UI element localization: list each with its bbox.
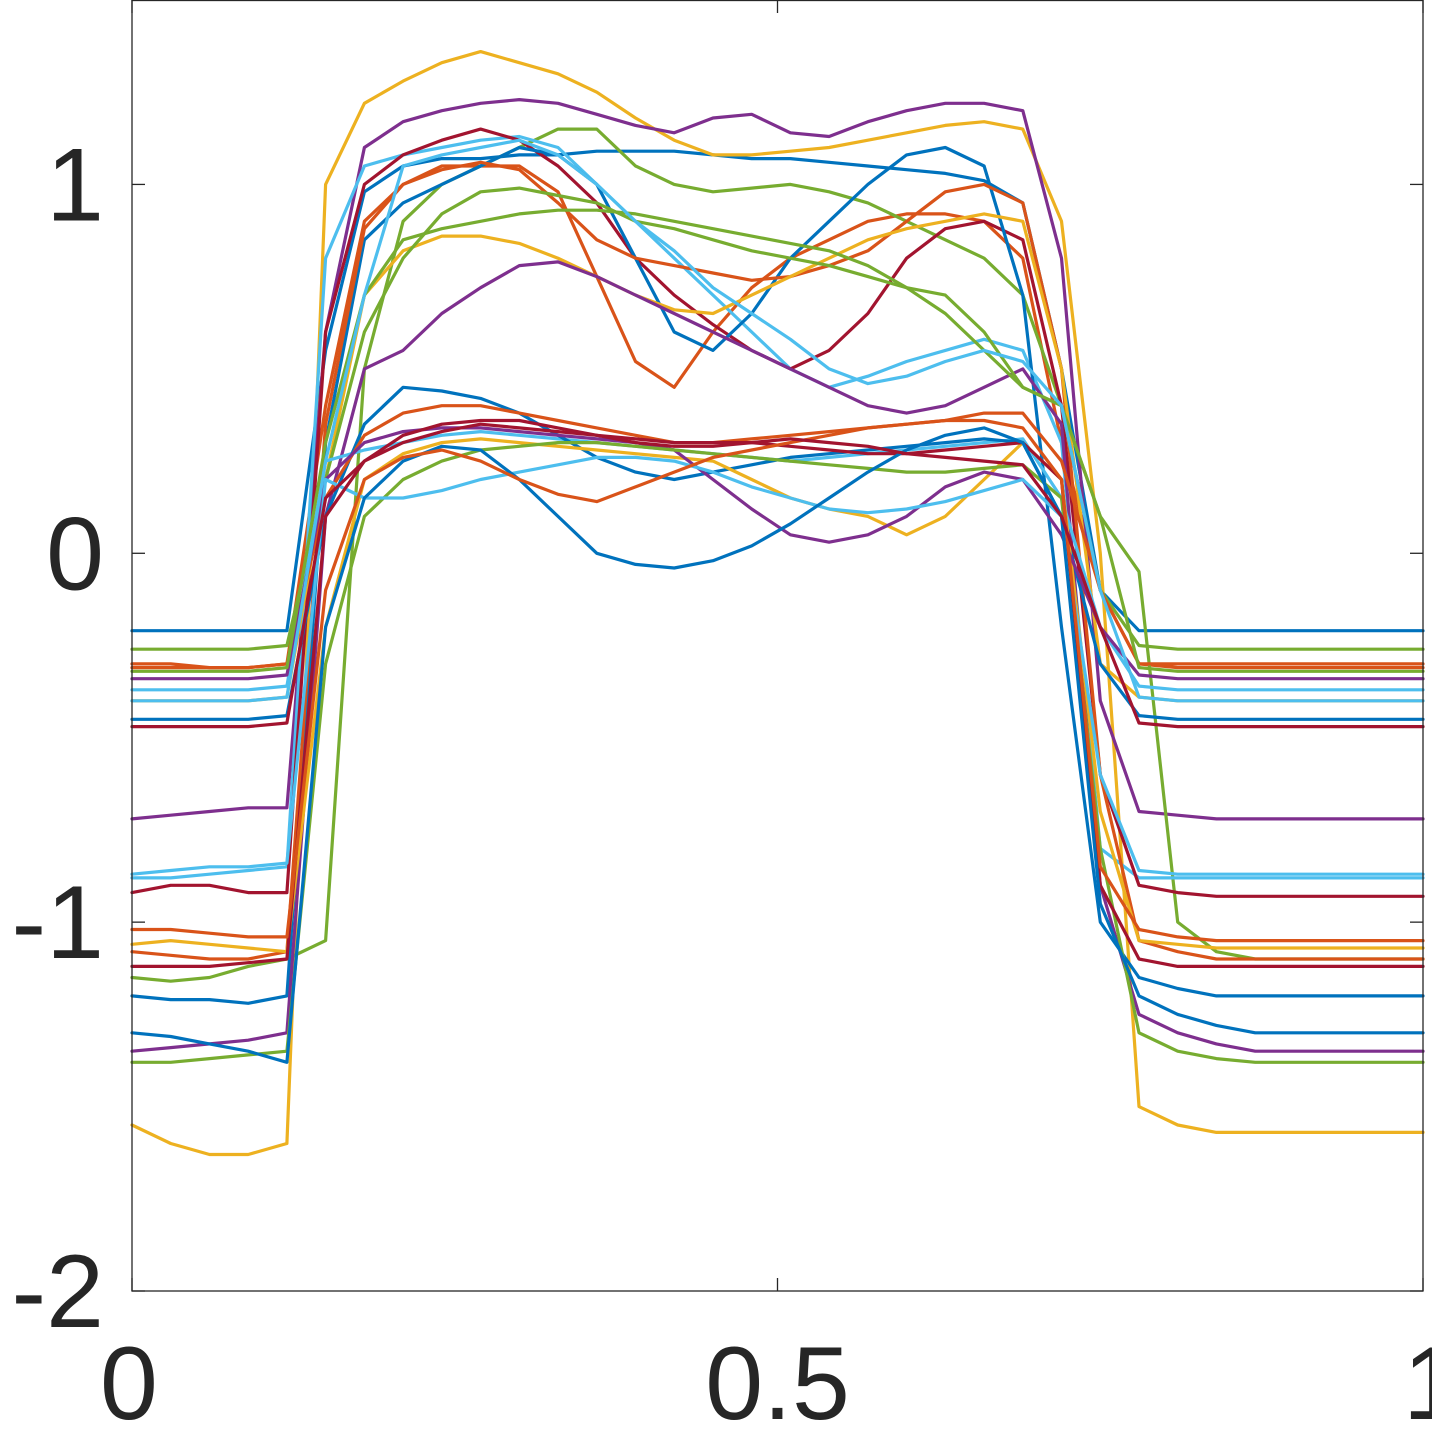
y-tick-label: 0 <box>46 496 104 612</box>
y-tick-label: 1 <box>46 127 104 243</box>
series-line-9 <box>130 160 1425 961</box>
y-tick-label: -1 <box>12 865 104 981</box>
series-line-23 <box>130 418 1425 729</box>
series-line-21 <box>130 426 1425 1064</box>
series-line-20 <box>130 422 1425 969</box>
series-line-17 <box>130 426 1425 681</box>
series-line-24 <box>130 208 1425 673</box>
series-line-18 <box>130 441 1425 1064</box>
series-line-3 <box>130 49 1425 1157</box>
series-line-16 <box>130 437 1425 954</box>
series-line-4 <box>130 97 1425 821</box>
x-tick-label: 0 <box>100 1326 158 1429</box>
series-line-6 <box>130 134 1425 880</box>
series-line-11 <box>130 260 1425 1053</box>
tick-label-layer: 0 0.5 1 -2 -1 0 1 <box>12 127 1432 1429</box>
series-line-2 <box>130 164 1425 670</box>
series-line-15 <box>130 404 1425 670</box>
x-tick-label: 1 <box>1403 1326 1432 1429</box>
y-tick-label: -2 <box>12 1234 104 1350</box>
series-line-14 <box>130 385 1425 721</box>
series-line-25 <box>130 138 1425 703</box>
series-line-1 <box>130 149 1425 633</box>
series-line-12 <box>130 186 1425 651</box>
x-tick-label: 0.5 <box>705 1326 850 1429</box>
tick-layer <box>131 0 1424 1292</box>
series-line-22 <box>130 418 1425 943</box>
series-layer <box>130 49 1425 1157</box>
series-line-5 <box>130 127 1425 983</box>
